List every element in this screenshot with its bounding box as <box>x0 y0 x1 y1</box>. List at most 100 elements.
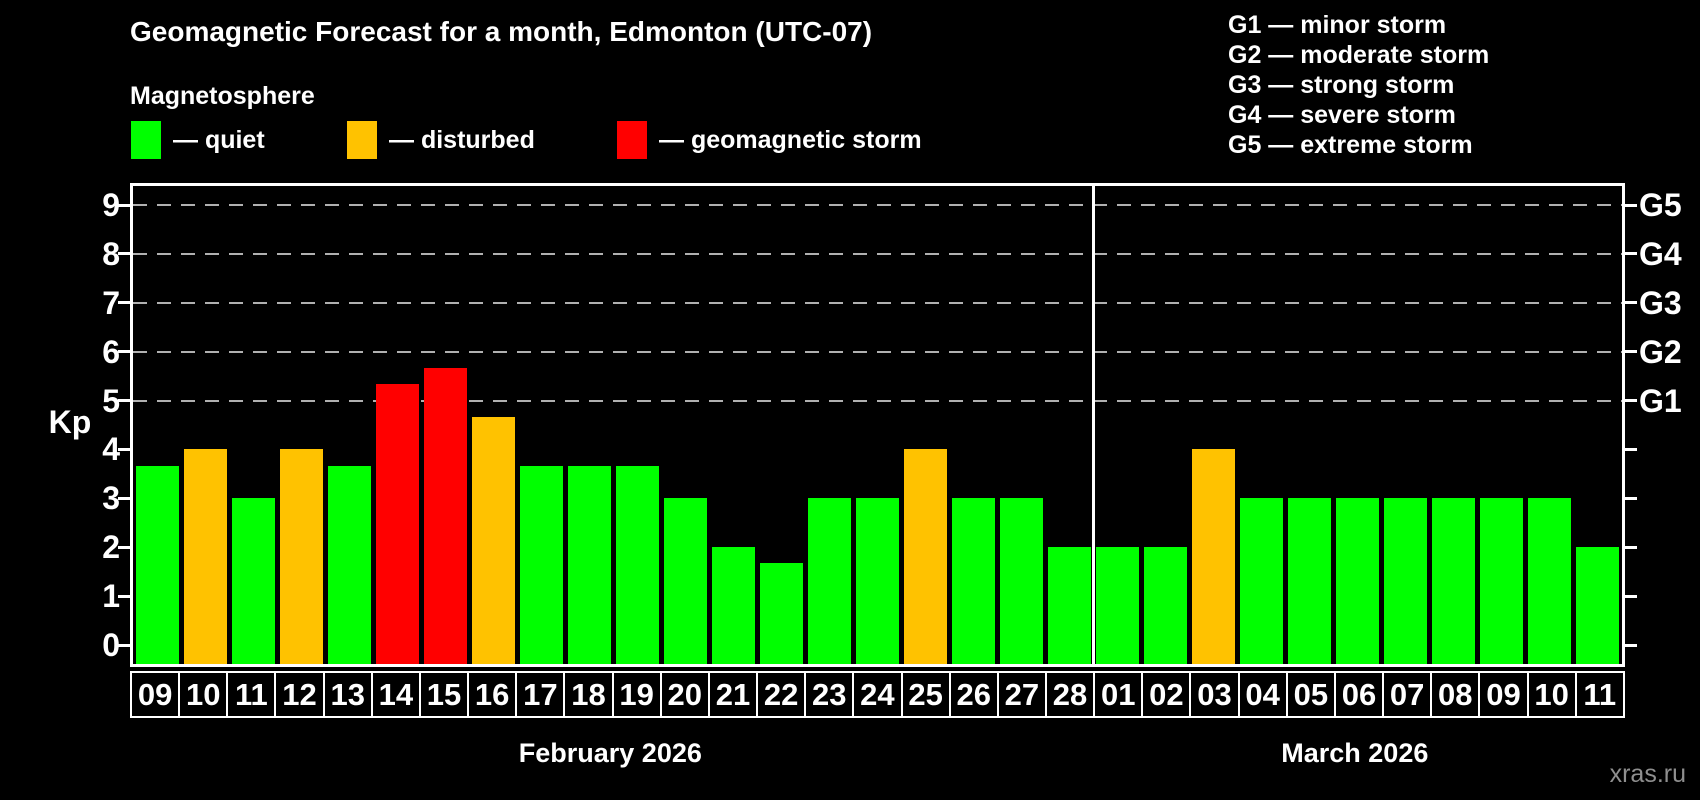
left-tick-1 <box>118 594 130 598</box>
g-legend-line-2: G2 — moderate storm <box>1228 41 1490 69</box>
left-tick-9 <box>118 203 130 207</box>
day-label: 09 <box>130 671 181 718</box>
g-scale-legend: G1 — minor storm G2 — moderate storm G3 — … <box>1228 10 1489 160</box>
left-tick-0 <box>118 643 130 647</box>
kp-bar-march-11 <box>1576 547 1620 664</box>
legend-label-storm: — geomagnetic storm <box>659 125 922 154</box>
right-tick-5 <box>1625 399 1637 403</box>
day-label: 11 <box>1574 671 1625 718</box>
left-tick-6 <box>118 350 130 354</box>
day-label: 28 <box>1044 671 1096 718</box>
kp-bar-march-08 <box>1432 498 1476 664</box>
kp-bar-february-26 <box>952 498 996 664</box>
day-label: 05 <box>1285 671 1336 718</box>
day-label: 21 <box>707 671 759 718</box>
day-label: 15 <box>418 671 470 718</box>
kp-bar-march-03 <box>1192 449 1236 664</box>
kp-bar-february-11 <box>231 498 275 664</box>
g-axis-label-g5: G5 <box>1639 187 1682 223</box>
y-tick-label-5: 5 <box>102 382 120 419</box>
kp-bar-march-07 <box>1384 498 1428 664</box>
y-tick-label-6: 6 <box>102 333 120 370</box>
kp-bar-chart <box>130 183 1625 667</box>
right-tick-4 <box>1625 447 1637 451</box>
kp-bar-february-27 <box>1000 498 1044 664</box>
kp-bar-february-21 <box>711 547 755 664</box>
day-label: 25 <box>900 671 951 718</box>
g-legend-line-3: G3 — strong storm <box>1228 71 1455 99</box>
right-tick-8 <box>1625 252 1637 256</box>
g-legend-line-4: G4 — severe storm <box>1228 101 1456 129</box>
kp-bar-march-01 <box>1096 547 1140 664</box>
legend-label-quiet: — quiet <box>173 125 265 154</box>
y-tick-label-8: 8 <box>102 235 120 272</box>
day-label: 02 <box>1141 671 1192 718</box>
day-label: 17 <box>515 671 566 718</box>
day-label: 23 <box>804 671 855 718</box>
g-legend-line-5: G5 — extreme storm <box>1228 131 1473 159</box>
month-label-february: February 2026 <box>518 738 702 768</box>
kp-bar-february-12 <box>279 449 323 664</box>
gridline-g3 <box>133 301 1622 304</box>
kp-bar-february-22 <box>759 563 803 664</box>
kp-bar-march-10 <box>1528 498 1572 664</box>
kp-bar-february-25 <box>904 449 948 664</box>
kp-bar-february-28 <box>1048 547 1092 664</box>
left-tick-7 <box>118 301 130 305</box>
legend-item-quiet: — quiet <box>131 120 265 160</box>
kp-bar-february-14 <box>375 384 419 664</box>
right-tick-9 <box>1625 203 1637 207</box>
month-separator-line <box>1092 186 1096 664</box>
day-label: 09 <box>1478 671 1529 718</box>
storm-swatch-icon <box>617 121 647 159</box>
page-title: Geomagnetic Forecast for a month, Edmont… <box>130 16 873 47</box>
y-tick-label-1: 1 <box>102 578 120 615</box>
disturbed-swatch-icon <box>347 121 377 159</box>
day-label: 20 <box>659 671 710 718</box>
y-axis-title: Kp <box>48 404 92 440</box>
kp-bar-march-09 <box>1480 498 1524 664</box>
g-axis-label-g3: G3 <box>1639 284 1682 321</box>
y-tick-label-9: 9 <box>102 187 120 223</box>
day-label: 01 <box>1093 671 1144 718</box>
g-axis-label-g1: G1 <box>1639 382 1682 419</box>
kp-bar-february-24 <box>855 498 899 664</box>
gridline-g2 <box>133 350 1622 353</box>
day-label: 04 <box>1237 671 1288 718</box>
day-label: 12 <box>274 671 325 718</box>
day-label: 22 <box>756 671 807 718</box>
quiet-swatch-icon <box>131 121 161 159</box>
kp-bar-february-13 <box>327 465 371 664</box>
legend-item-disturbed: — disturbed <box>347 120 535 160</box>
day-label: 13 <box>322 671 373 718</box>
left-tick-3 <box>118 496 130 500</box>
g-legend-line-1: G1 — minor storm <box>1228 11 1447 39</box>
kp-bar-february-16 <box>471 416 515 664</box>
x-axis-day-labels: 09 10 11 12 13 14 15 16 17 18 19 20 21 22 23 24 25 26 27 28… <box>130 671 1625 718</box>
day-label: 10 <box>178 671 229 718</box>
day-label: 16 <box>467 671 518 718</box>
kp-bar-march-04 <box>1240 498 1284 664</box>
day-label: 26 <box>948 671 999 718</box>
magnetosphere-label: Magnetosphere <box>130 82 315 110</box>
right-tick-0 <box>1625 643 1637 647</box>
left-tick-4 <box>118 447 130 451</box>
gridline-g1 <box>133 399 1622 402</box>
kp-bar-march-02 <box>1144 547 1188 664</box>
kp-bar-february-10 <box>183 449 227 664</box>
kp-bar-february-23 <box>807 498 851 664</box>
y-tick-label-2: 2 <box>102 529 120 566</box>
day-label: 06 <box>1333 671 1385 718</box>
day-label: 27 <box>996 671 1047 718</box>
gridline-g5 <box>133 204 1622 206</box>
legend-item-storm: — geomagnetic storm <box>617 120 922 160</box>
kp-bar-february-19 <box>615 465 659 664</box>
right-tick-3 <box>1625 496 1637 500</box>
g-axis-label-g2: G2 <box>1639 333 1682 370</box>
legend-label-disturbed: — disturbed <box>389 125 535 154</box>
g-axis-label-g4: G4 <box>1639 235 1682 272</box>
kp-bar-february-20 <box>663 498 707 664</box>
kp-bar-march-05 <box>1288 498 1332 664</box>
day-label: 24 <box>852 671 903 718</box>
